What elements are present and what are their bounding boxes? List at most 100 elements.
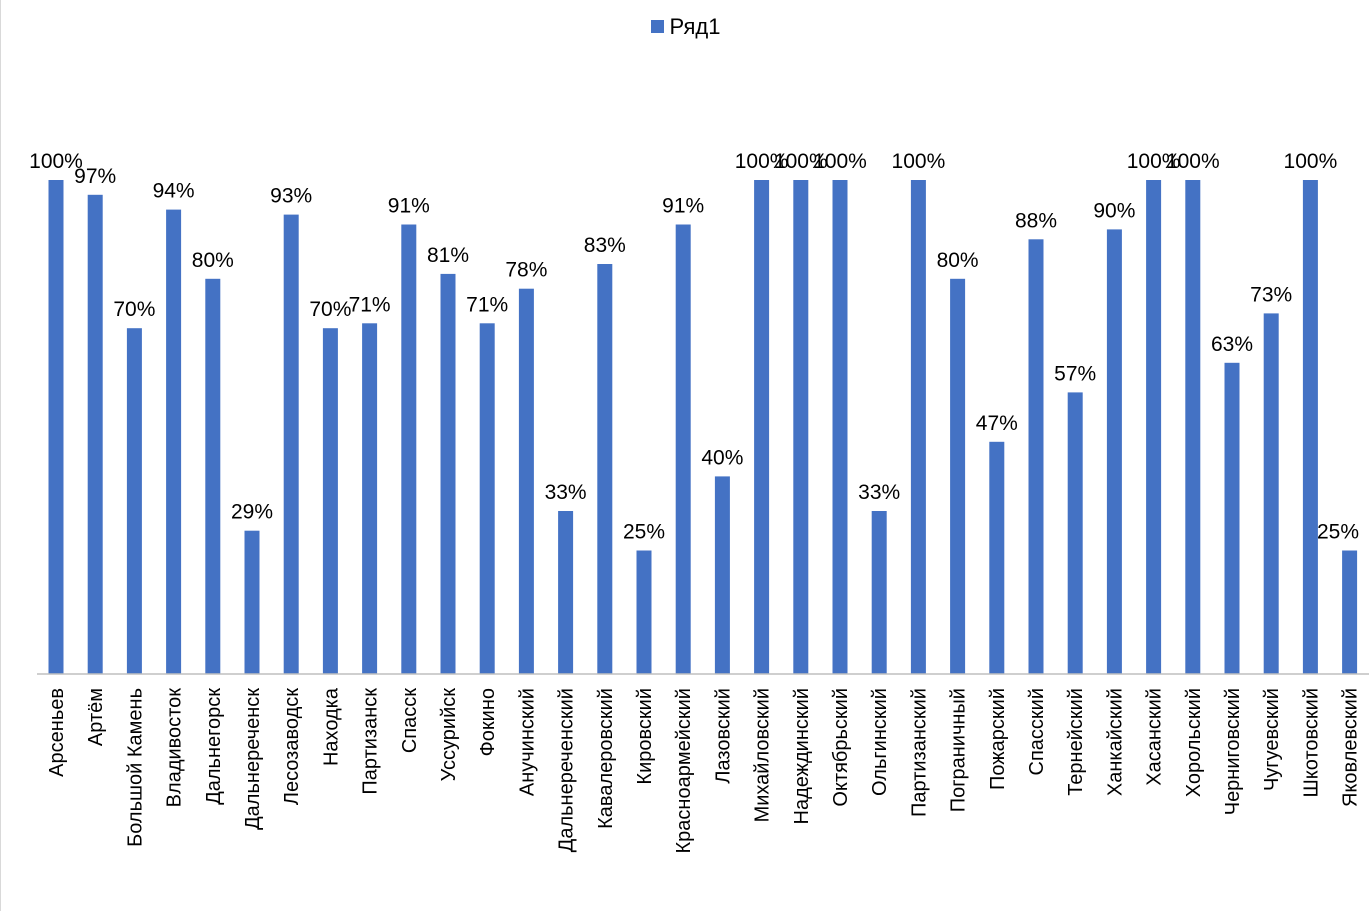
bar	[714, 476, 730, 674]
bar	[597, 264, 613, 674]
category-label: Чугуевский	[1261, 688, 1283, 791]
bar-value-label: 91%	[662, 195, 704, 218]
category-label: Находка	[320, 687, 342, 766]
bar-value-label: 25%	[623, 521, 665, 544]
bar	[793, 180, 809, 674]
category-label: Черниговский	[1222, 688, 1244, 815]
bar-value-label: 100%	[1284, 150, 1338, 173]
bar	[322, 328, 338, 674]
category-label: Уссурийск	[438, 688, 460, 782]
bar	[754, 180, 770, 674]
legend-swatch	[650, 20, 664, 34]
category-label: Кавалеровский	[595, 688, 617, 829]
category-label: Фокино	[477, 688, 499, 756]
category-label: Артём	[85, 688, 107, 746]
category-label: Партизанск	[360, 688, 382, 795]
category-label: Арсеньев	[46, 688, 68, 777]
bar-value-label: 29%	[231, 501, 273, 524]
bar-value-label: 94%	[153, 180, 195, 203]
category-label: Яковлевский	[1340, 688, 1362, 807]
category-label: Спасский	[1026, 688, 1048, 776]
legend-label: Ряд1	[669, 14, 721, 39]
category-label: Михайловский	[752, 688, 774, 822]
bar	[401, 224, 417, 674]
bar	[1342, 550, 1358, 674]
bar	[1185, 180, 1201, 674]
category-label: Шкотовский	[1300, 688, 1322, 798]
category-label: Дальнереченский	[556, 688, 578, 852]
bar-value-label: 80%	[937, 249, 979, 272]
category-label: Октябрьский	[830, 688, 852, 807]
bar-value-label: 70%	[309, 298, 351, 321]
bar	[87, 194, 103, 675]
bar-value-label: 80%	[192, 249, 234, 272]
bar	[950, 278, 966, 674]
bar-value-label: 73%	[1250, 283, 1292, 306]
bar	[126, 328, 142, 674]
category-label: Кировский	[634, 688, 656, 785]
bar-value-label: 100%	[1166, 150, 1220, 173]
bar-value-label: 57%	[1054, 362, 1096, 385]
bar	[48, 180, 64, 674]
bar	[675, 224, 691, 674]
category-labels-group: Арсеньев Артём Большой Камень Владивосток Да…	[46, 687, 1362, 853]
category-label: Надеждинский	[791, 688, 813, 825]
bar-value-label: 100%	[29, 150, 83, 173]
bar	[440, 273, 456, 674]
bar-value-label: 33%	[545, 481, 587, 504]
category-label: Тернейский	[1065, 688, 1087, 796]
bar	[910, 180, 926, 674]
bar	[832, 180, 848, 674]
bar	[636, 550, 652, 674]
bar-value-label: 100%	[774, 150, 828, 173]
bar-value-label: 71%	[466, 293, 508, 316]
bar	[1028, 239, 1044, 675]
category-label: Ханкайский	[1104, 688, 1126, 796]
bar-value-label: 93%	[270, 185, 312, 208]
bar-value-label: 78%	[505, 259, 547, 282]
category-label: Лесозаводск	[281, 688, 303, 805]
bar	[1067, 392, 1083, 674]
chart-legend: Ряд1	[1, 14, 1369, 40]
bar-value-label: 97%	[74, 165, 116, 188]
bars-group	[48, 180, 1358, 675]
category-label: Большой Камень	[124, 688, 146, 847]
category-label: Дальнегорск	[203, 688, 225, 805]
bar-value-label: 71%	[349, 293, 391, 316]
category-label: Спасск	[399, 688, 421, 753]
bar	[1302, 180, 1318, 674]
bar	[871, 511, 887, 674]
category-label: Дальнереченск	[242, 688, 264, 830]
bar-value-label: 100%	[1127, 150, 1181, 173]
bar-value-label: 90%	[1093, 199, 1135, 222]
bar	[205, 278, 221, 674]
value-labels-group: 100%97%70%94%80%29%93%70%71%91%81%71%78%…	[29, 150, 1359, 544]
category-label: Ольгинский	[869, 688, 891, 796]
bar-value-label: 70%	[113, 298, 155, 321]
bar-value-label: 100%	[813, 150, 867, 173]
bar	[558, 511, 574, 674]
bar	[166, 209, 182, 674]
category-label: Хасанский	[1144, 688, 1166, 786]
bar-value-label: 33%	[858, 481, 900, 504]
bar	[989, 441, 1005, 674]
bar-value-label: 83%	[584, 234, 626, 257]
category-label: Пожарский	[987, 688, 1009, 790]
bar	[244, 530, 260, 674]
bar-value-label: 25%	[1317, 521, 1359, 544]
category-label: Красноармейский	[673, 688, 695, 853]
category-label: Владивосток	[164, 688, 186, 808]
bar	[1146, 180, 1162, 674]
bar-value-label: 81%	[427, 244, 469, 267]
category-label: Партизанский	[908, 688, 930, 817]
bar	[1263, 313, 1279, 674]
bar	[1106, 229, 1122, 674]
bar-value-label: 88%	[1015, 209, 1057, 232]
bar-value-label: 47%	[976, 412, 1018, 435]
category-label: Анучинский	[516, 688, 538, 796]
category-label: Лазовский	[712, 688, 734, 784]
category-label: Пограничный	[948, 688, 970, 812]
bar-value-label: 100%	[892, 150, 946, 173]
bar	[283, 214, 299, 674]
